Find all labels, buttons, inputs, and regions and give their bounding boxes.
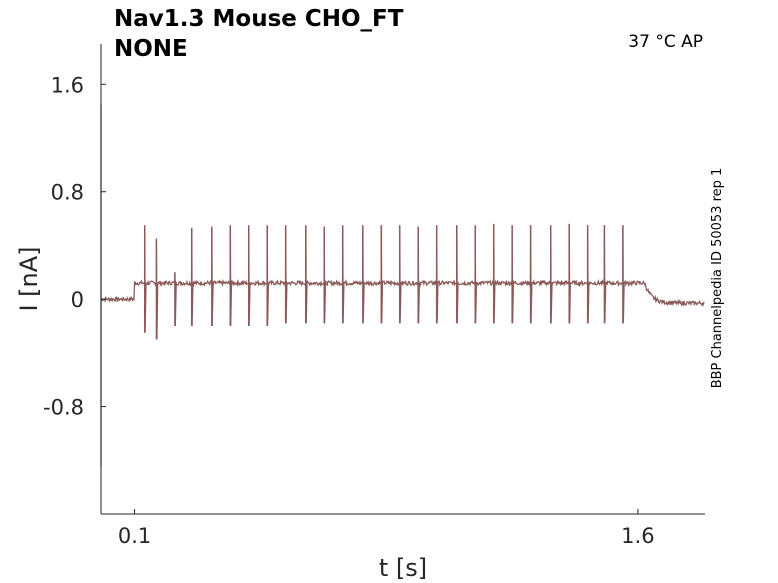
temperature-protocol-annotation: 37 °C AP	[628, 32, 703, 52]
plot-area	[100, 104, 705, 467]
y-tick-label: -0.8	[43, 396, 84, 420]
y-axis-label: I [nA]	[15, 246, 43, 311]
chart-title-line2: NONE	[114, 36, 188, 62]
chart-title-line1: Nav1.3 Mouse CHO_FT	[114, 6, 404, 32]
x-tick-label: 0.1	[118, 524, 151, 548]
x-tick-label: 1.6	[621, 524, 654, 548]
y-tick-label: 0	[71, 288, 84, 312]
current-trace-line	[100, 223, 705, 340]
x-ticks: 0.1 1.6	[118, 509, 655, 548]
channelpedia-id-label: BBP Channelpedia ID 50053 rep 1	[710, 168, 725, 389]
y-tick-label: 1.6	[51, 73, 84, 97]
x-axis-label: t [s]	[379, 554, 427, 582]
y-ticks: 1.6 0.8 0 -0.8	[43, 73, 106, 420]
y-tick-label: 0.8	[51, 181, 84, 205]
